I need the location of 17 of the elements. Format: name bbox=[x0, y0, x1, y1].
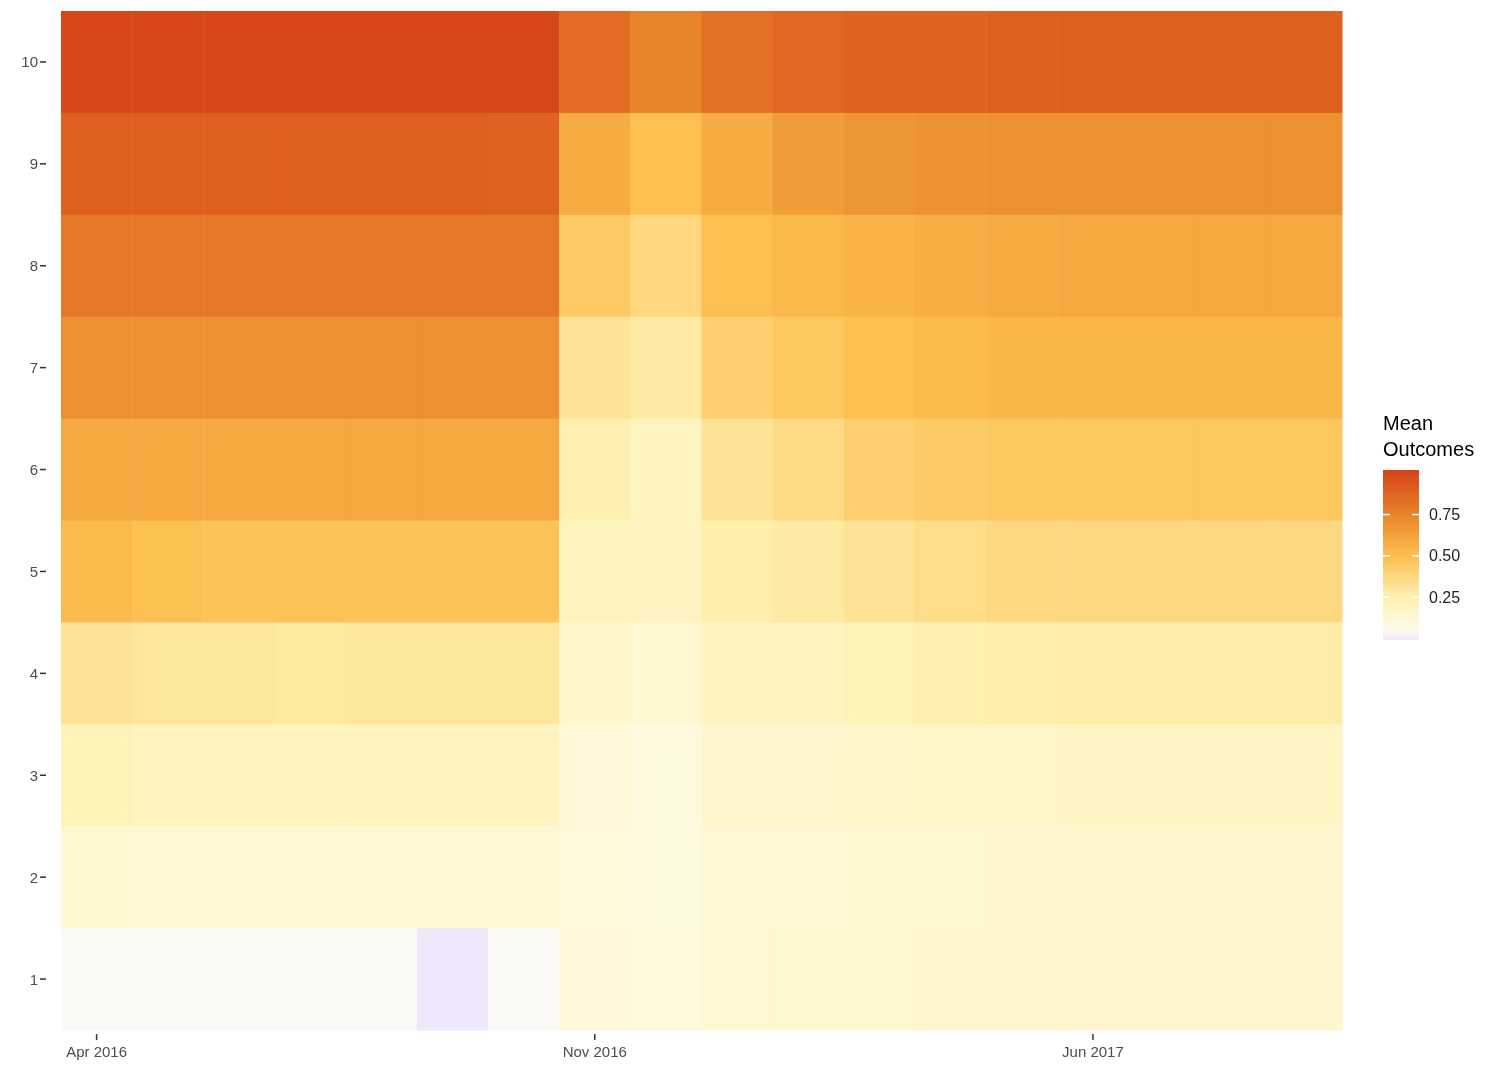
color-bar-label: 0.50 bbox=[1429, 547, 1461, 565]
y-tick-label: 9 bbox=[29, 155, 38, 173]
y-tick-label: 6 bbox=[29, 461, 38, 479]
y-tick-label: 5 bbox=[29, 562, 38, 580]
color-bar-label: 0.25 bbox=[1429, 588, 1461, 606]
x-tick-label: Jun 2017 bbox=[1062, 1043, 1124, 1060]
x-tick-label: Apr 2016 bbox=[66, 1043, 128, 1060]
color-bar-label: 0.75 bbox=[1429, 506, 1461, 524]
y-tick-label: 8 bbox=[29, 257, 38, 275]
y-tick-label: 2 bbox=[29, 868, 38, 886]
y-tick-label: 1 bbox=[29, 970, 38, 988]
y-tick-label: 7 bbox=[29, 359, 38, 377]
color-bar-title: Mean Outcomes bbox=[1383, 412, 1475, 460]
y-tick-label: 3 bbox=[29, 766, 38, 784]
x-tick-label: Nov 2016 bbox=[562, 1043, 627, 1060]
y-tick-label: 4 bbox=[29, 664, 38, 682]
y-tick-label: 10 bbox=[21, 53, 38, 71]
